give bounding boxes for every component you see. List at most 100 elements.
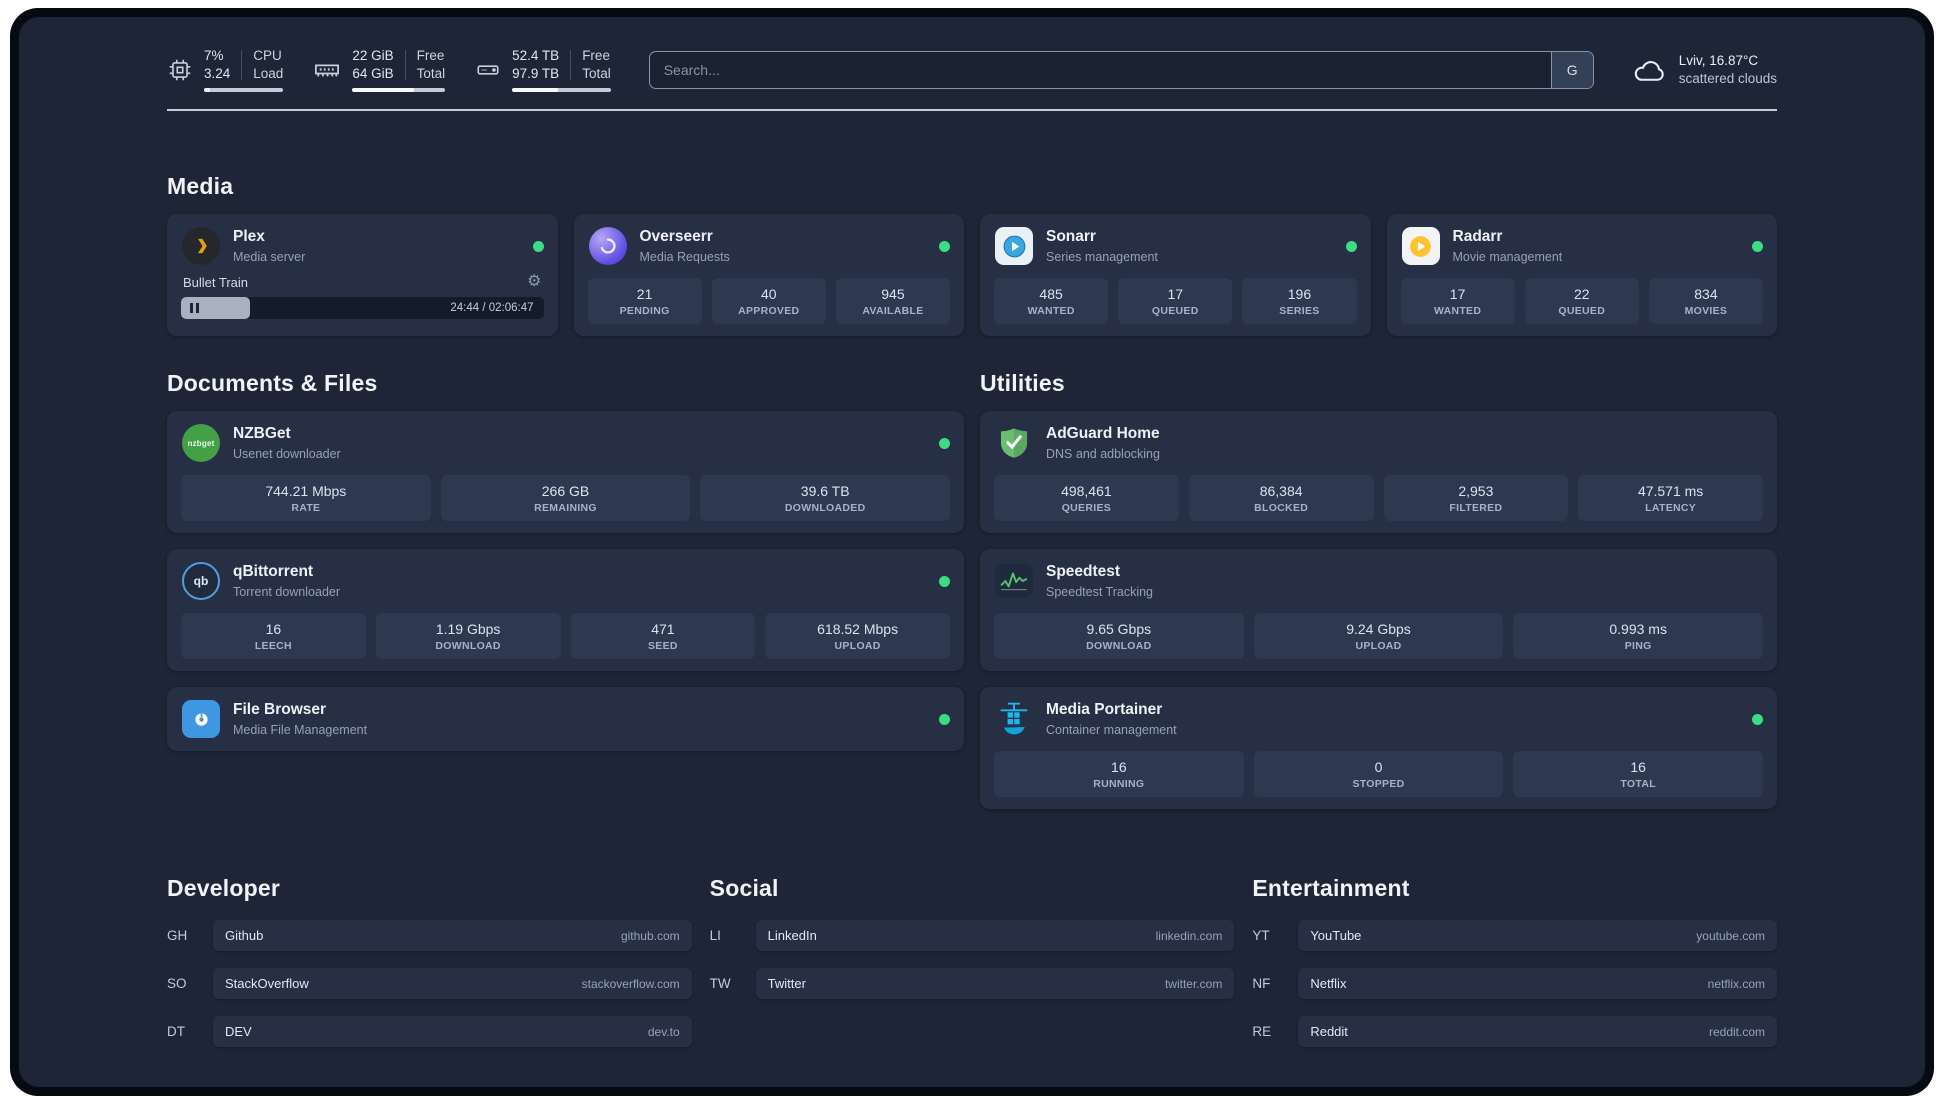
bookmark-abbr: DT [167,1024,185,1040]
stat-value: 17 [1449,286,1466,303]
stat-value: 17 [1167,286,1184,303]
resource-divider [241,49,243,80]
stat-download: 1.19 Gbps DOWNLOAD [375,613,561,660]
bookmark-netflix[interactable]: Netflix netflix.com [1298,968,1777,1000]
service-card-qbittorrent[interactable]: qb qBittorrent Torrent downloader 16 LEE… [167,549,964,672]
resource-value: 97.9 TB [512,65,560,81]
stat-value: 2,953 [1458,483,1494,500]
bookmark-name: Reddit [1310,1024,1348,1040]
service-card-speedtest[interactable]: Speedtest Speedtest Tracking 9.65 Gbps D… [980,549,1777,672]
stat-value: 1.19 Gbps [435,621,501,638]
stat-label: FILTERED [1449,502,1503,515]
service-subtitle: Container management [1046,722,1177,737]
stat-total: 16 TOTAL [1513,751,1764,798]
service-name: File Browser [233,701,327,719]
media-cards-row: Plex Media server Bullet Train ⚙ 24:44 /… [167,214,1777,337]
service-name: NZBGet [233,425,291,443]
bookmark-group-title: Social [709,875,779,902]
service-name: Media Portainer [1046,701,1163,719]
service-card-nzbget[interactable]: nzbget NZBGet Usenet downloader 744.21 M… [167,411,964,534]
service-card-sonarr[interactable]: Sonarr Series management 485 WANTED 17 Q… [980,214,1371,337]
bookmark-abbr: GH [167,928,188,944]
service-stats: 17 WANTED 22 QUEUED 834 MOVIES [1400,278,1764,325]
bookmark-url: twitter.com [1164,976,1223,991]
service-card-adguard-home[interactable]: AdGuard Home DNS and adblocking 498,461 … [980,411,1777,534]
service-subtitle: Movie management [1452,249,1563,264]
memory-icon [313,56,341,84]
bookmark-abbr: SO [167,976,187,992]
service-stats: 21 PENDING 40 APPROVED 945 AVAILABLE [587,278,951,325]
weather-widget: Lviv, 16.87°C scattered clouds [1632,52,1777,87]
stat-label: BLOCKED [1254,502,1309,515]
stat-filtered: 2,953 FILTERED [1383,475,1569,522]
dashboard: 7% 3.24 CPU Load 22 GiB 64 GiB [19,17,1925,1087]
window-frame: 7% 3.24 CPU Load 22 GiB 64 GiB [10,8,1934,1096]
stat-value: 39.6 TB [800,483,850,500]
middle-columns: Documents & Files nzbget NZBGet Usenet d… [167,370,1777,810]
bookmark-twitter[interactable]: Twitter twitter.com [755,968,1235,1000]
service-name: Overseerr [639,228,713,246]
bookmark-stackoverflow[interactable]: StackOverflow stackoverflow.com [213,968,692,1000]
bookmark-url: youtube.com [1696,928,1765,943]
service-name: Sonarr [1046,228,1096,246]
service-subtitle: Usenet downloader [233,446,341,461]
stat-label: LEECH [254,640,292,653]
bookmark-github[interactable]: Github github.com [213,920,692,952]
plex-icon [181,226,221,266]
documents-cards: nzbget NZBGet Usenet downloader 744.21 M… [167,411,964,752]
now-playing-title: Bullet Train [183,274,249,290]
status-dot [1752,713,1763,725]
bookmark-item: RE Reddit reddit.com [1252,1016,1777,1048]
section-title-documents: Documents & Files [167,370,378,397]
search-input[interactable] [649,51,1551,88]
stat-blocked: 86,384 BLOCKED [1188,475,1374,522]
stat-wanted: 17 WANTED [1400,278,1515,325]
service-name: qBittorrent [233,563,314,581]
stat-label: UPLOAD [1355,640,1402,653]
stat-movies: 834 MOVIES [1648,278,1764,325]
stat-rate: 744.21 Mbps RATE [181,475,431,522]
stat-series: 196 SERIES [1242,278,1357,325]
stat-value: 834 [1694,286,1718,303]
bookmark-dev[interactable]: DEV dev.to [213,1016,692,1048]
bookmark-group-title: Developer [167,875,281,902]
service-card-file-browser[interactable]: File Browser Media File Management [167,687,964,752]
cpu-icon [167,57,193,83]
bookmark-linkedin[interactable]: LinkedIn linkedin.com [755,920,1235,952]
stat-label: STOPPED [1352,778,1405,791]
resource-value: 3.24 [204,65,231,81]
service-subtitle: Torrent downloader [233,584,341,599]
status-dot [939,240,950,252]
pause-icon[interactable] [190,303,199,314]
topbar-divider [167,109,1777,112]
bookmark-name: StackOverflow [225,976,309,992]
stat-label: DOWNLOAD [435,640,501,653]
service-name: Speedtest [1046,563,1121,581]
resource-memory: 22 GiB 64 GiB Free Total [313,47,446,93]
resource-disk: 52.4 TB 97.9 TB Free Total [475,47,611,93]
stat-label: PENDING [619,305,670,318]
bookmark-youtube[interactable]: YouTube youtube.com [1298,920,1777,952]
search-engine-button[interactable]: G [1550,51,1593,88]
service-card-media-portainer[interactable]: Media Portainer Container management 16 … [980,687,1777,810]
service-subtitle: DNS and adblocking [1046,446,1160,461]
service-card-plex[interactable]: Plex Media server Bullet Train ⚙ 24:44 /… [167,214,558,337]
status-dot [1752,240,1763,252]
stat-label: AVAILABLE [862,305,924,318]
bookmark-reddit[interactable]: Reddit reddit.com [1298,1016,1777,1048]
now-playing: Bullet Train ⚙ 24:44 / 02:06:47 [181,272,544,320]
gear-icon[interactable]: ⚙ [527,273,542,291]
resource-value: 64 GiB [352,65,394,81]
bookmark-abbr: LI [709,928,721,944]
stat-value: 86,384 [1259,483,1303,500]
service-card-overseerr[interactable]: Overseerr Media Requests 21 PENDING 40 A… [573,214,964,337]
playback-bar[interactable]: 24:44 / 02:06:47 [181,297,544,320]
resource-progress-bar [512,88,611,93]
service-stats: 485 WANTED 17 QUEUED 196 SERIES [994,278,1357,325]
bookmark-group-social: Social LI LinkedIn linkedin.com TW Twitt… [710,875,1235,1064]
stat-queries: 498,461 QUERIES [994,475,1179,522]
service-card-radarr[interactable]: Radarr Movie management 17 WANTED 22 QUE… [1386,214,1777,337]
stat-latency: 47.571 ms LATENCY [1578,475,1763,522]
stat-label: SERIES [1279,305,1320,318]
stat-leech: 16 LEECH [181,613,366,660]
